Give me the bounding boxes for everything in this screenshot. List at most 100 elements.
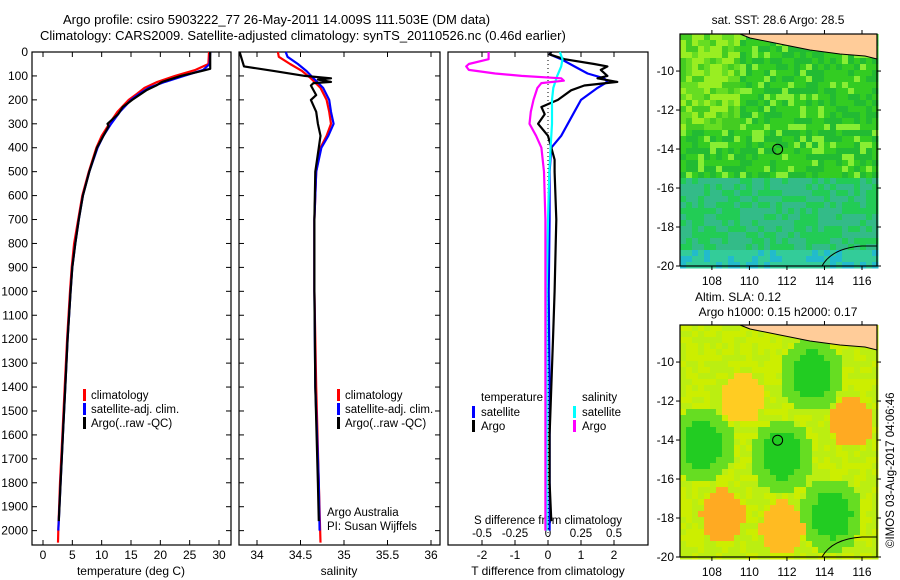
map-cell (848, 415, 855, 422)
map-cell (686, 220, 693, 227)
map-cell (692, 397, 699, 404)
map-cell (698, 457, 705, 464)
map-cell (866, 142, 873, 149)
map-cell (770, 196, 777, 203)
map-cell (698, 439, 705, 446)
map-cell (680, 82, 687, 89)
map-cell (866, 553, 873, 560)
legend-label: Argo (582, 421, 606, 433)
map-cell (788, 511, 795, 518)
map-cell (794, 337, 801, 344)
map-cell (866, 439, 873, 446)
map-cell (764, 184, 771, 191)
map-cell (698, 403, 705, 410)
map-cell (788, 256, 795, 263)
map-cell (722, 475, 729, 482)
map-cell (788, 226, 795, 233)
map-cell (698, 238, 705, 245)
map-cell (824, 58, 831, 65)
map-cell (860, 220, 867, 227)
map-cell (698, 367, 705, 374)
map-cell (740, 517, 747, 524)
map-cell (692, 112, 699, 119)
map-cell (764, 337, 771, 344)
map-cell (842, 256, 849, 263)
series-line-argo (57, 52, 212, 522)
map-cell (848, 355, 855, 362)
map-cell (776, 58, 783, 65)
map-cell (758, 142, 765, 149)
x-tick-label: 112 (777, 565, 796, 579)
map-cell (734, 46, 741, 53)
map-cell (806, 553, 813, 560)
map-cell (794, 529, 801, 536)
map-cell (680, 373, 687, 380)
map-cell (740, 451, 747, 458)
x-tick-label: 0 (40, 548, 47, 562)
y-tick-label: -20 (657, 259, 675, 273)
map-cell (764, 481, 771, 488)
map-cell (854, 451, 861, 458)
map-cell (836, 367, 843, 374)
map-cell (686, 232, 693, 239)
map-cell (794, 178, 801, 185)
map-cell (734, 427, 741, 434)
map-cell (764, 361, 771, 368)
map-cell (812, 160, 819, 167)
map-cell (818, 403, 825, 410)
map-cell (704, 427, 711, 434)
map-cell (704, 421, 711, 428)
map-cell (824, 262, 831, 269)
map-cell (734, 511, 741, 518)
map-cell (746, 379, 753, 386)
map-cell (692, 154, 699, 161)
map-cell (722, 391, 729, 398)
map-cell (812, 202, 819, 209)
map-cell (854, 118, 861, 125)
map-cell (710, 355, 717, 362)
map-cell (722, 160, 729, 167)
map-cell (728, 202, 735, 209)
map-cell (872, 409, 879, 416)
map-cell (800, 82, 807, 89)
map-cell (782, 88, 789, 95)
map-cell (752, 70, 759, 77)
map-cell (692, 379, 699, 386)
map-cell (842, 385, 849, 392)
map-cell (818, 439, 825, 446)
map-cell (692, 202, 699, 209)
map-cell (824, 214, 831, 221)
map-cell (854, 535, 861, 542)
map-cell (830, 439, 837, 446)
map-cell (812, 190, 819, 197)
map-cell (824, 379, 831, 386)
map-cell (860, 214, 867, 221)
map-cell (812, 517, 819, 524)
map-cell (758, 505, 765, 512)
map-cell (704, 535, 711, 542)
map-cell (800, 439, 807, 446)
map-cell (710, 64, 717, 71)
map-cell (680, 499, 687, 506)
map-cell (716, 499, 723, 506)
map-cell (854, 64, 861, 71)
map-cell (812, 64, 819, 71)
map-cell (728, 445, 735, 452)
map-cell (866, 136, 873, 143)
map-cell (866, 403, 873, 410)
temperature-panel: 0100200300400500600700800900100011001200… (1, 45, 232, 578)
map-cell (806, 76, 813, 83)
map-cell (692, 433, 699, 440)
map-cell (758, 439, 765, 446)
map-cell (866, 361, 873, 368)
map-cell (776, 166, 783, 173)
map-cell (818, 130, 825, 137)
map-cell (842, 373, 849, 380)
map-cell (812, 154, 819, 161)
map-cell (722, 70, 729, 77)
map-cell (776, 541, 783, 548)
map-cell (842, 433, 849, 440)
map-cell (818, 433, 825, 440)
map-cell (746, 250, 753, 257)
map-cell (800, 250, 807, 257)
